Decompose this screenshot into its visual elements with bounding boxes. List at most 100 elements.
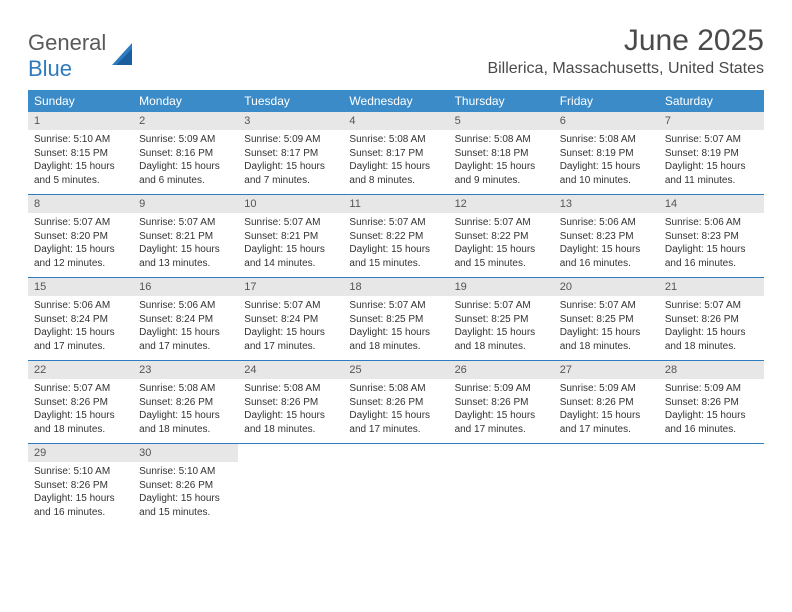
day-number: 2 <box>133 112 238 130</box>
title-block: June 2025 Billerica, Massachusetts, Unit… <box>487 24 764 78</box>
sunrise-line: Sunrise: 5:09 AM <box>665 382 758 396</box>
sunset-line: Sunset: 8:22 PM <box>455 230 548 244</box>
daylight-line: Daylight: 15 hours and 15 minutes. <box>349 243 442 270</box>
day-cell: 15Sunrise: 5:06 AMSunset: 8:24 PMDayligh… <box>28 278 133 360</box>
day-body: Sunrise: 5:07 AMSunset: 8:25 PMDaylight:… <box>343 296 448 359</box>
sunrise-line: Sunrise: 5:08 AM <box>349 382 442 396</box>
sunset-line: Sunset: 8:23 PM <box>560 230 653 244</box>
day-number: 28 <box>659 361 764 379</box>
day-cell: 9Sunrise: 5:07 AMSunset: 8:21 PMDaylight… <box>133 195 238 277</box>
sunset-line: Sunset: 8:20 PM <box>34 230 127 244</box>
sunset-line: Sunset: 8:26 PM <box>665 396 758 410</box>
sunset-line: Sunset: 8:26 PM <box>455 396 548 410</box>
sunset-line: Sunset: 8:23 PM <box>665 230 758 244</box>
sunrise-line: Sunrise: 5:06 AM <box>34 299 127 313</box>
day-body: Sunrise: 5:07 AMSunset: 8:20 PMDaylight:… <box>28 213 133 276</box>
daylight-line: Daylight: 15 hours and 14 minutes. <box>244 243 337 270</box>
daylight-line: Daylight: 15 hours and 11 minutes. <box>665 160 758 187</box>
day-body: Sunrise: 5:07 AMSunset: 8:21 PMDaylight:… <box>238 213 343 276</box>
day-body: Sunrise: 5:06 AMSunset: 8:23 PMDaylight:… <box>659 213 764 276</box>
day-cell: 24Sunrise: 5:08 AMSunset: 8:26 PMDayligh… <box>238 361 343 443</box>
daylight-line: Daylight: 15 hours and 5 minutes. <box>34 160 127 187</box>
day-number: 19 <box>449 278 554 296</box>
day-cell: 6Sunrise: 5:08 AMSunset: 8:19 PMDaylight… <box>554 112 659 194</box>
logo-sail-icon <box>110 41 138 72</box>
header: General Blue June 2025 Billerica, Massac… <box>28 24 764 82</box>
day-cell: 5Sunrise: 5:08 AMSunset: 8:18 PMDaylight… <box>449 112 554 194</box>
day-number: 5 <box>449 112 554 130</box>
day-body: Sunrise: 5:09 AMSunset: 8:26 PMDaylight:… <box>449 379 554 442</box>
day-number: 26 <box>449 361 554 379</box>
day-cell: 29Sunrise: 5:10 AMSunset: 8:26 PMDayligh… <box>28 444 133 526</box>
day-cell: 30Sunrise: 5:10 AMSunset: 8:26 PMDayligh… <box>133 444 238 526</box>
sunset-line: Sunset: 8:19 PM <box>560 147 653 161</box>
sunset-line: Sunset: 8:26 PM <box>560 396 653 410</box>
day-cell: 13Sunrise: 5:06 AMSunset: 8:23 PMDayligh… <box>554 195 659 277</box>
day-body: Sunrise: 5:08 AMSunset: 8:26 PMDaylight:… <box>133 379 238 442</box>
day-cell: 7 Sunrise: 5:07 AMSunset: 8:19 PMDaylight… <box>659 112 764 194</box>
sunrise-line: Sunrise: 5:07 AM <box>34 382 127 396</box>
sunset-line: Sunset: 8:17 PM <box>349 147 442 161</box>
day-cell: 8Sunrise: 5:07 AMSunset: 8:20 PMDaylight… <box>28 195 133 277</box>
day-number: 29 <box>28 444 133 462</box>
day-number: 24 <box>238 361 343 379</box>
day-cell: 28Sunrise: 5:09 AMSunset: 8:26 PMDayligh… <box>659 361 764 443</box>
day-cell: 19Sunrise: 5:07 AMSunset: 8:25 PMDayligh… <box>449 278 554 360</box>
sunset-line: Sunset: 8:18 PM <box>455 147 548 161</box>
week-row: 29Sunrise: 5:10 AMSunset: 8:26 PMDayligh… <box>28 444 764 526</box>
day-number: 8 <box>28 195 133 213</box>
day-body: Sunrise: 5:08 AMSunset: 8:18 PMDaylight:… <box>449 130 554 193</box>
day-cell <box>449 444 554 526</box>
day-number: 21 <box>659 278 764 296</box>
day-cell: 1Sunrise: 5:10 AMSunset: 8:15 PMDaylight… <box>28 112 133 194</box>
day-cell: 4Sunrise: 5:08 AMSunset: 8:17 PMDaylight… <box>343 112 448 194</box>
day-body: Sunrise: 5:08 AMSunset: 8:17 PMDaylight:… <box>343 130 448 193</box>
daylight-line: Daylight: 15 hours and 16 minutes. <box>665 409 758 436</box>
day-body: Sunrise: 5:09 AMSunset: 8:17 PMDaylight:… <box>238 130 343 193</box>
sunrise-line: Sunrise: 5:10 AM <box>139 465 232 479</box>
day-number: 27 <box>554 361 659 379</box>
day-cell <box>554 444 659 526</box>
day-body: Sunrise: 5:07 AMSunset: 8:22 PMDaylight:… <box>449 213 554 276</box>
day-number: 18 <box>343 278 448 296</box>
sunrise-line: Sunrise: 5:07 AM <box>139 216 232 230</box>
sunrise-line: Sunrise: 5:07 AM <box>34 216 127 230</box>
sunrise-line: Sunrise: 5:08 AM <box>139 382 232 396</box>
sunset-line: Sunset: 8:24 PM <box>244 313 337 327</box>
daylight-line: Daylight: 15 hours and 6 minutes. <box>139 160 232 187</box>
day-cell: 22Sunrise: 5:07 AMSunset: 8:26 PMDayligh… <box>28 361 133 443</box>
day-body: Sunrise: 5:09 AMSunset: 8:26 PMDaylight:… <box>659 379 764 442</box>
sunrise-line: Sunrise: 5:08 AM <box>560 133 653 147</box>
day-cell: 3Sunrise: 5:09 AMSunset: 8:17 PMDaylight… <box>238 112 343 194</box>
daylight-line: Daylight: 15 hours and 8 minutes. <box>349 160 442 187</box>
daylight-line: Daylight: 15 hours and 9 minutes. <box>455 160 548 187</box>
sunset-line: Sunset: 8:21 PM <box>139 230 232 244</box>
sunrise-line: Sunrise: 5:06 AM <box>560 216 653 230</box>
daylight-line: Daylight: 15 hours and 18 minutes. <box>139 409 232 436</box>
day-body: Sunrise: 5:06 AMSunset: 8:23 PMDaylight:… <box>554 213 659 276</box>
sunrise-line: Sunrise: 5:08 AM <box>244 382 337 396</box>
day-body: Sunrise: 5:07 AMSunset: 8:25 PMDaylight:… <box>554 296 659 359</box>
daylight-line: Daylight: 15 hours and 15 minutes. <box>455 243 548 270</box>
day-cell: 26Sunrise: 5:09 AMSunset: 8:26 PMDayligh… <box>449 361 554 443</box>
sunrise-line: Sunrise: 5:08 AM <box>349 133 442 147</box>
day-number: 9 <box>133 195 238 213</box>
daylight-line: Daylight: 15 hours and 18 minutes. <box>560 326 653 353</box>
sunrise-line: Sunrise: 5:07 AM <box>665 133 758 147</box>
day-number: 7 <box>659 112 764 130</box>
week-row: 1Sunrise: 5:10 AMSunset: 8:15 PMDaylight… <box>28 112 764 195</box>
sunset-line: Sunset: 8:25 PM <box>560 313 653 327</box>
dow-cell: Saturday <box>659 90 764 112</box>
day-body: Sunrise: 5:09 AMSunset: 8:16 PMDaylight:… <box>133 130 238 193</box>
day-cell: 2Sunrise: 5:09 AMSunset: 8:16 PMDaylight… <box>133 112 238 194</box>
sunset-line: Sunset: 8:19 PM <box>665 147 758 161</box>
dow-cell: Wednesday <box>343 90 448 112</box>
day-number: 22 <box>28 361 133 379</box>
sunset-line: Sunset: 8:26 PM <box>665 313 758 327</box>
sunrise-line: Sunrise: 5:07 AM <box>349 216 442 230</box>
day-body: Sunrise: 5:06 AMSunset: 8:24 PMDaylight:… <box>28 296 133 359</box>
dow-cell: Monday <box>133 90 238 112</box>
calendar: SundayMondayTuesdayWednesdayThursdayFrid… <box>28 90 764 526</box>
day-cell <box>343 444 448 526</box>
location-text: Billerica, Massachusetts, United States <box>487 60 764 78</box>
